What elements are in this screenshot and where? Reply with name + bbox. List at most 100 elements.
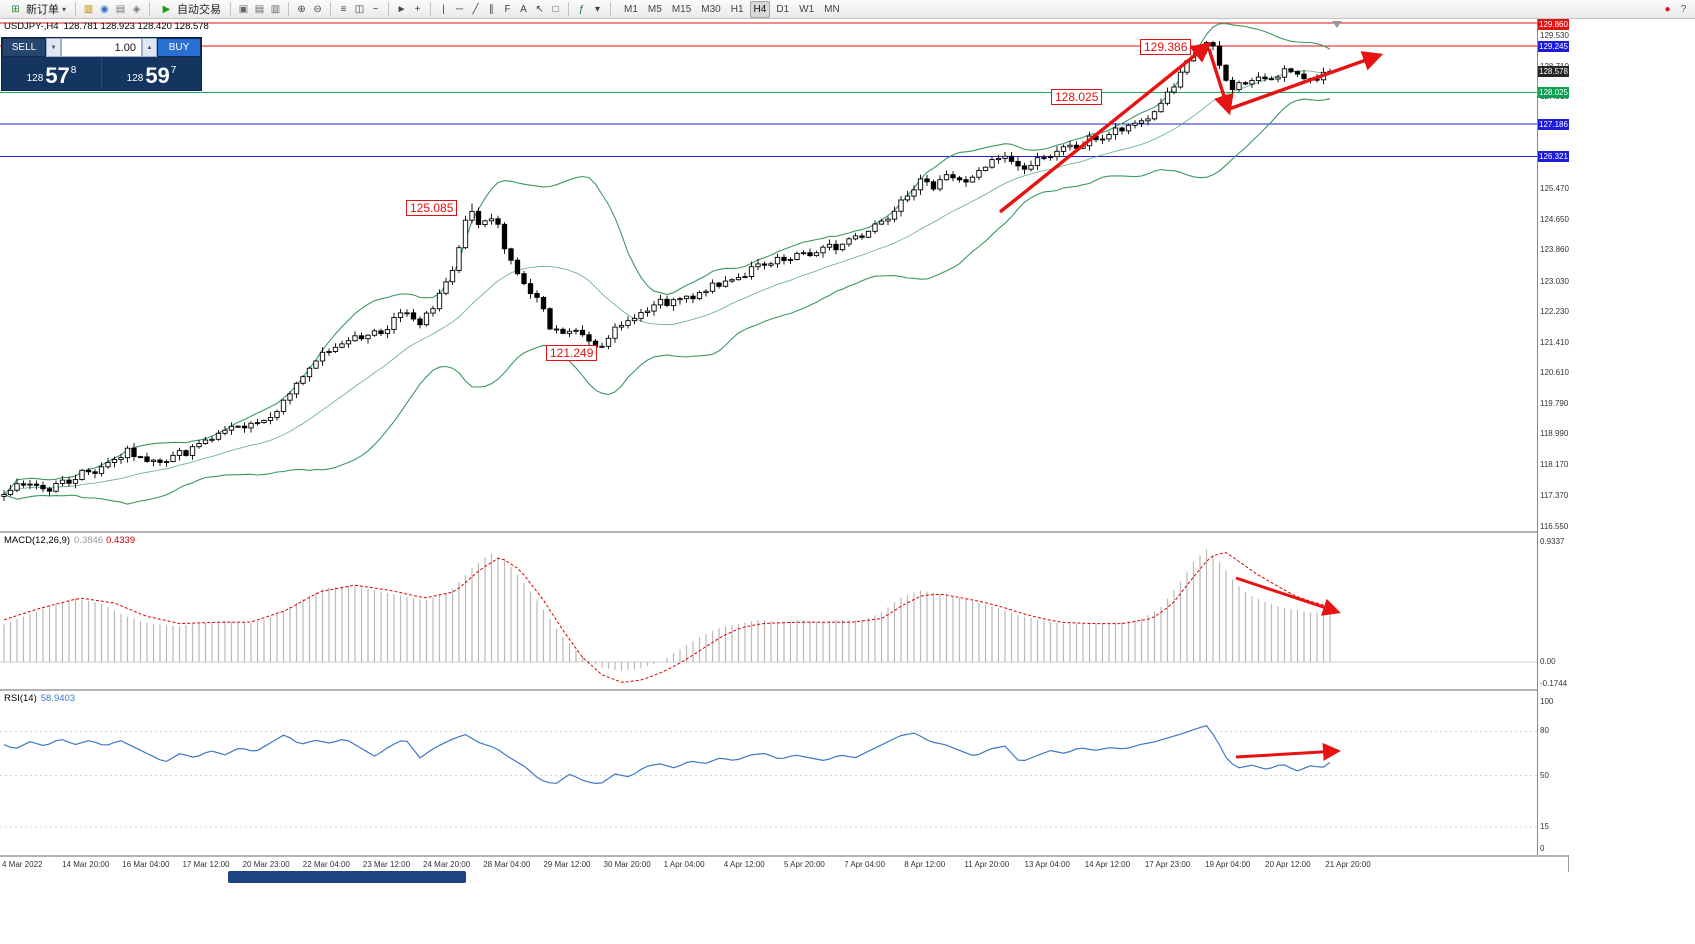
candlestick-chart-icon[interactable]: ◫ [354,3,365,15]
volume-up-button[interactable]: ▲ [142,38,157,57]
price-tick: 118.170 [1540,460,1569,470]
autotrade-label: 自动交易 [177,4,222,16]
toolbar-separator [330,2,332,16]
toolbar-separator [288,2,290,16]
timeframe-mn-button[interactable]: MN [824,3,840,15]
zoom-in-icon[interactable]: ⊕ [297,3,306,15]
price-tick: 129.530 [1540,30,1569,40]
data-window-icon[interactable]: ◈ [132,3,141,15]
time-tick: 8 Apr 12:00 [904,860,946,869]
time-tick: 22 Mar 04:00 [302,860,350,869]
volume-input[interactable]: 1.00 [61,38,142,57]
macd-signal-value: 0.4339 [106,535,136,546]
periods-icon[interactable]: ▾ [595,3,601,15]
panel-divider[interactable] [0,531,1568,533]
time-tick: 4 Mar 2022 [2,860,43,869]
new-order-button[interactable]: ⊞ 新订单 ▾ [4,1,70,17]
record-indicator-icon[interactable]: ● [1664,3,1671,15]
bar-chart-icon[interactable]: ≡ [340,3,347,15]
market-watch-icon[interactable]: ▤ [115,3,126,15]
cascade-windows-icon[interactable]: ▣ [238,3,249,15]
bottom-bar[interactable] [228,871,466,883]
time-tick: 13 Apr 04:00 [1024,860,1070,869]
main-toolbar: ⊞ 新订单 ▾ ▥ ◉ ▤ ◈ ▶ 自动交易 ▣ ▤ ▥ ⊕ ⊖ ≡ ◫ ~ ► + | ─ ╱ ∥ F A… [0,0,1695,19]
toolbar-separator [568,2,570,16]
time-tick: 21 Apr 20:00 [1325,860,1371,869]
rsi-name: RSI(14) [4,693,37,704]
tile-vertical-icon[interactable]: ▥ [270,3,281,15]
sell-price-big: 57 [45,63,70,88]
toolbar-separator [149,2,151,16]
timeframe-m30-button[interactable]: M30 [701,3,721,15]
price-tick: 118.990 [1540,429,1569,439]
time-tick: 7 Apr 04:00 [844,860,886,869]
price-chart-panel[interactable]: USDJPY-,H4 128.781 128.923 128.420 128.57… [0,19,1537,531]
panel-divider[interactable] [0,689,1568,691]
shapes-icon[interactable]: □ [552,3,559,15]
time-tick: 4 Apr 12:00 [723,860,765,869]
line-chart-icon[interactable]: ~ [372,3,379,15]
sell-price-sup: 8 [70,65,77,76]
price-annotation: 129.386 [1140,39,1192,55]
rsi-axis-value: 0 [1540,844,1545,853]
price-tick: 125.470 [1540,184,1569,194]
time-tick: 29 Mar 12:00 [543,860,591,869]
toolbar-separator [610,2,612,16]
time-axis[interactable]: 4 Mar 2022 14 Mar 20:00 16 Mar 04:00 17 Mar… [0,857,1568,872]
macd-panel[interactable]: MACD(12,26,9) 0.3846 0.4339 [0,533,1537,689]
price-tick: 116.550 [1540,521,1569,531]
price-tick: 124.650 [1540,215,1569,225]
buy-price[interactable]: 128 59 7 [101,57,201,90]
timeframe-m5-button[interactable]: M5 [647,3,662,15]
arrows-tool-icon[interactable]: ↖ [535,3,544,15]
fibonacci-icon[interactable]: F [504,3,511,15]
time-tick: 14 Apr 12:00 [1084,860,1131,869]
timeframe-h1-button[interactable]: H1 [730,3,744,15]
zoom-out-icon[interactable]: ⊖ [313,3,322,15]
tile-horizontal-icon[interactable]: ▤ [254,3,265,15]
time-tick: 20 Apr 12:00 [1265,860,1311,869]
profiles-icon[interactable]: ◉ [100,3,109,15]
text-label-icon[interactable]: A [520,3,527,15]
time-tick: 30 Mar 20:00 [603,860,651,869]
timeframe-w1-button[interactable]: W1 [799,3,815,15]
timeframe-m15-button[interactable]: M15 [671,3,692,15]
timeframe-h4-button[interactable]: H4 [749,0,771,18]
vertical-line-icon[interactable]: | [442,3,445,15]
rsi-axis-value: 100 [1540,697,1554,706]
buy-button[interactable]: BUY [157,38,201,57]
time-tick: 11 Apr 20:00 [964,860,1010,869]
rsi-panel[interactable]: RSI(14) 58.9403 [0,691,1537,855]
price-tick: 122.230 [1540,306,1569,316]
price-axis[interactable]: 129.530128.710127.910125.470124.650123.8… [1537,19,1569,855]
autotrade-button[interactable]: ▶ 自动交易 [155,1,225,17]
horizontal-line-icon[interactable]: ─ [455,3,464,15]
cursor-icon[interactable]: ► [396,3,407,15]
sell-price-prefix: 128 [26,73,44,84]
crosshair-icon[interactable]: + [414,3,421,15]
time-tick: 20 Mar 23:00 [242,860,290,869]
indicators-icon[interactable]: ƒ [578,3,585,15]
timeframe-d1-button[interactable]: D1 [776,3,790,15]
new-chart-icon[interactable]: ▥ [83,3,94,15]
rsi-axis-value: 50 [1540,770,1549,780]
time-tick: 14 Mar 20:00 [62,860,110,869]
rsi-value: 58.9403 [40,693,76,704]
help-icon[interactable]: ? [1680,3,1687,15]
sell-button[interactable]: SELL [2,38,46,57]
new-order-icon: ⊞ [11,3,20,15]
price-tick: 123.860 [1540,245,1569,255]
price-line-label: 128.578 [1538,65,1569,77]
trendline-icon[interactable]: ╱ [472,3,479,15]
price-annotation: 125.085 [406,200,458,216]
sell-price[interactable]: 128 57 8 [2,57,101,90]
timeframe-m1-button[interactable]: M1 [624,3,638,15]
chevron-down-icon: ▾ [62,4,67,14]
time-tick: 16 Mar 04:00 [122,860,170,869]
channel-icon[interactable]: ∥ [489,3,495,15]
symbol-label: USDJPY-,H4 [4,21,59,32]
price-line-label: 128.025 [1538,86,1569,98]
price-line-label: 129.245 [1538,40,1569,52]
volume-down-button[interactable]: ▼ [46,38,61,57]
rsi-axis-value: 80 [1540,726,1549,736]
